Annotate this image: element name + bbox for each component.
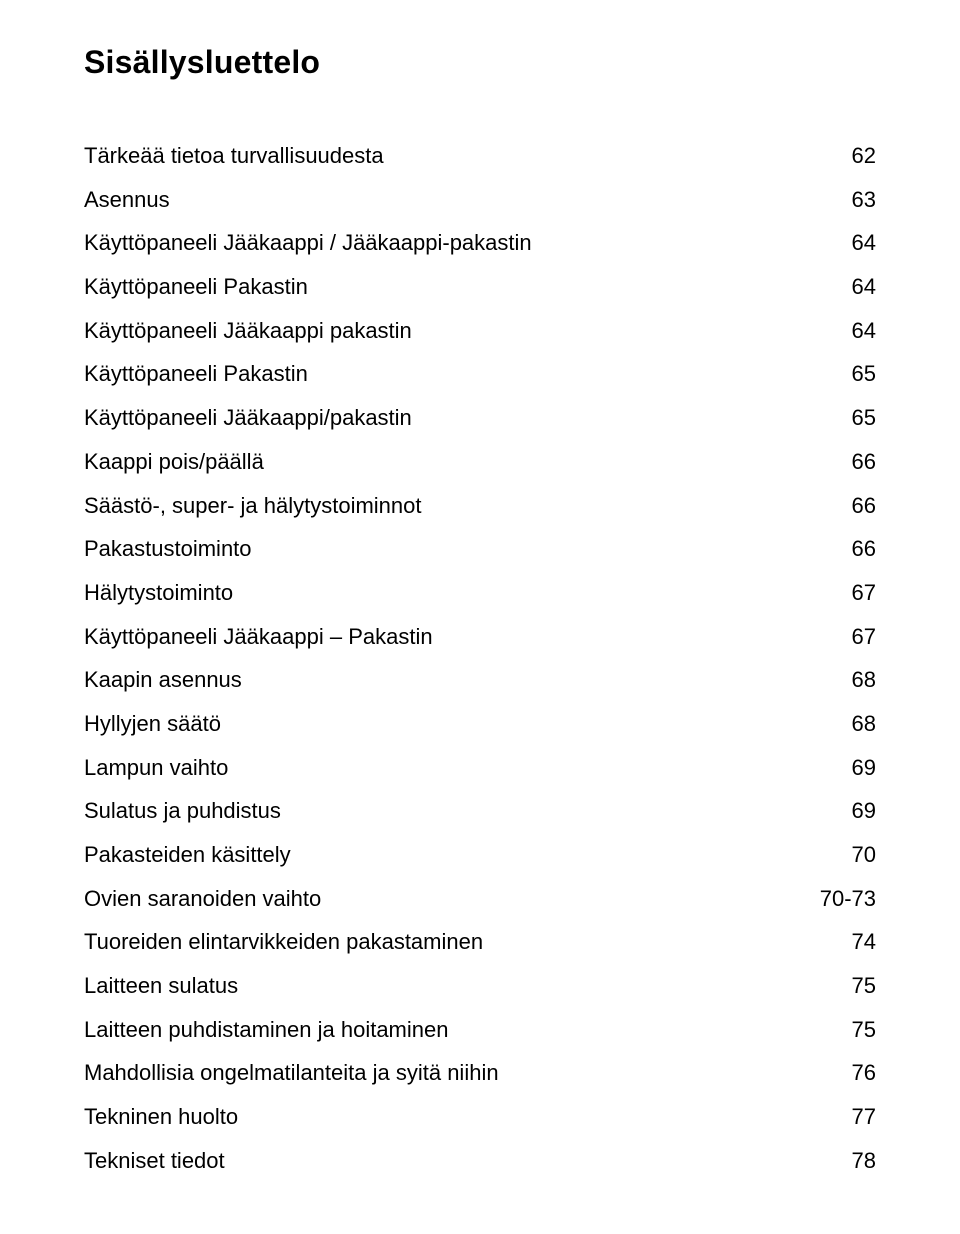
- toc-entry-page: 69: [806, 753, 876, 783]
- toc-row: Käyttöpaneeli Jääkaappi – Pakastin67: [84, 622, 876, 652]
- toc-entry-label: Tekninen huolto: [84, 1102, 806, 1132]
- toc-row: Kaappi pois/päällä66: [84, 447, 876, 477]
- toc-entry-page: 64: [806, 272, 876, 302]
- toc-row: Mahdollisia ongelmatilanteita ja syitä n…: [84, 1058, 876, 1088]
- toc-entry-label: Asennus: [84, 185, 806, 215]
- toc-entry-page: 70-73: [806, 884, 876, 914]
- toc-entry-page: 68: [806, 709, 876, 739]
- toc-entry-page: 75: [806, 1015, 876, 1045]
- toc-entry-page: 76: [806, 1058, 876, 1088]
- toc-entry-page: 74: [806, 927, 876, 957]
- toc-row: Laitteen sulatus75: [84, 971, 876, 1001]
- toc-row: Kaapin asennus68: [84, 665, 876, 695]
- toc-entry-label: Käyttöpaneeli Jääkaappi – Pakastin: [84, 622, 806, 652]
- toc-row: Käyttöpaneeli Jääkaappi / Jääkaappi-paka…: [84, 228, 876, 258]
- toc-row: Säästö-, super- ja hälytystoiminnot66: [84, 491, 876, 521]
- toc-entry-label: Mahdollisia ongelmatilanteita ja syitä n…: [84, 1058, 806, 1088]
- toc-entry-page: 78: [806, 1146, 876, 1176]
- toc-row: Tekninen huolto77: [84, 1102, 876, 1132]
- toc-entry-label: Lampun vaihto: [84, 753, 806, 783]
- toc-entry-page: 63: [806, 185, 876, 215]
- toc-entry-label: Sulatus ja puhdistus: [84, 796, 806, 826]
- toc-entry-label: Käyttöpaneeli Pakastin: [84, 272, 806, 302]
- document-page: Sisällysluettelo Tärkeää tietoa turvalli…: [0, 0, 960, 1234]
- toc-row: Hyllyjen säätö68: [84, 709, 876, 739]
- page-title: Sisällysluettelo: [84, 44, 876, 81]
- toc-entry-label: Pakasteiden käsittely: [84, 840, 806, 870]
- toc-entry-label: Tekniset tiedot: [84, 1146, 806, 1176]
- toc-row: Lampun vaihto69: [84, 753, 876, 783]
- toc-row: Laitteen puhdistaminen ja hoitaminen75: [84, 1015, 876, 1045]
- toc-entry-page: 69: [806, 796, 876, 826]
- toc-entry-page: 66: [806, 491, 876, 521]
- toc-entry-label: Käyttöpaneeli Jääkaappi / Jääkaappi-paka…: [84, 228, 806, 258]
- toc-row: Tärkeää tietoa turvallisuudesta62: [84, 141, 876, 171]
- toc-row: Pakasteiden käsittely70: [84, 840, 876, 870]
- toc-entry-label: Hyllyjen säätö: [84, 709, 806, 739]
- toc-row: Käyttöpaneeli Jääkaappi pakastin64: [84, 316, 876, 346]
- toc-entry-label: Kaappi pois/päällä: [84, 447, 806, 477]
- toc-entry-page: 64: [806, 316, 876, 346]
- toc-entry-page: 75: [806, 971, 876, 1001]
- toc-entry-label: Tuoreiden elintarvikkeiden pakastaminen: [84, 927, 806, 957]
- toc-entry-page: 67: [806, 578, 876, 608]
- toc-row: Käyttöpaneeli Pakastin65: [84, 359, 876, 389]
- toc-entry-label: Käyttöpaneeli Jääkaappi/pakastin: [84, 403, 806, 433]
- toc-entry-page: 62: [806, 141, 876, 171]
- toc-entry-page: 68: [806, 665, 876, 695]
- toc-entry-page: 66: [806, 447, 876, 477]
- toc-row: Asennus63: [84, 185, 876, 215]
- toc-entry-label: Tärkeää tietoa turvallisuudesta: [84, 141, 806, 171]
- toc-entry-label: Kaapin asennus: [84, 665, 806, 695]
- toc-row: Tekniset tiedot78: [84, 1146, 876, 1176]
- toc-row: Sulatus ja puhdistus69: [84, 796, 876, 826]
- toc-row: Hälytystoiminto67: [84, 578, 876, 608]
- toc-row: Käyttöpaneeli Pakastin64: [84, 272, 876, 302]
- toc-entry-label: Hälytystoiminto: [84, 578, 806, 608]
- toc-entry-label: Laitteen puhdistaminen ja hoitaminen: [84, 1015, 806, 1045]
- toc-entry-label: Käyttöpaneeli Pakastin: [84, 359, 806, 389]
- toc-row: Ovien saranoiden vaihto70-73: [84, 884, 876, 914]
- toc-entry-label: Pakastustoiminto: [84, 534, 806, 564]
- toc-entry-label: Säästö-, super- ja hälytystoiminnot: [84, 491, 806, 521]
- toc-entry-label: Ovien saranoiden vaihto: [84, 884, 806, 914]
- toc-row: Tuoreiden elintarvikkeiden pakastaminen7…: [84, 927, 876, 957]
- toc-entry-page: 77: [806, 1102, 876, 1132]
- toc-entry-label: Käyttöpaneeli Jääkaappi pakastin: [84, 316, 806, 346]
- toc-entry-page: 67: [806, 622, 876, 652]
- toc-row: Käyttöpaneeli Jääkaappi/pakastin65: [84, 403, 876, 433]
- toc-entry-page: 64: [806, 228, 876, 258]
- toc-entry-page: 66: [806, 534, 876, 564]
- toc-entry-label: Laitteen sulatus: [84, 971, 806, 1001]
- toc-row: Pakastustoiminto66: [84, 534, 876, 564]
- table-of-contents: Tärkeää tietoa turvallisuudesta62Asennus…: [84, 141, 876, 1176]
- toc-entry-page: 65: [806, 403, 876, 433]
- toc-entry-page: 70: [806, 840, 876, 870]
- toc-entry-page: 65: [806, 359, 876, 389]
